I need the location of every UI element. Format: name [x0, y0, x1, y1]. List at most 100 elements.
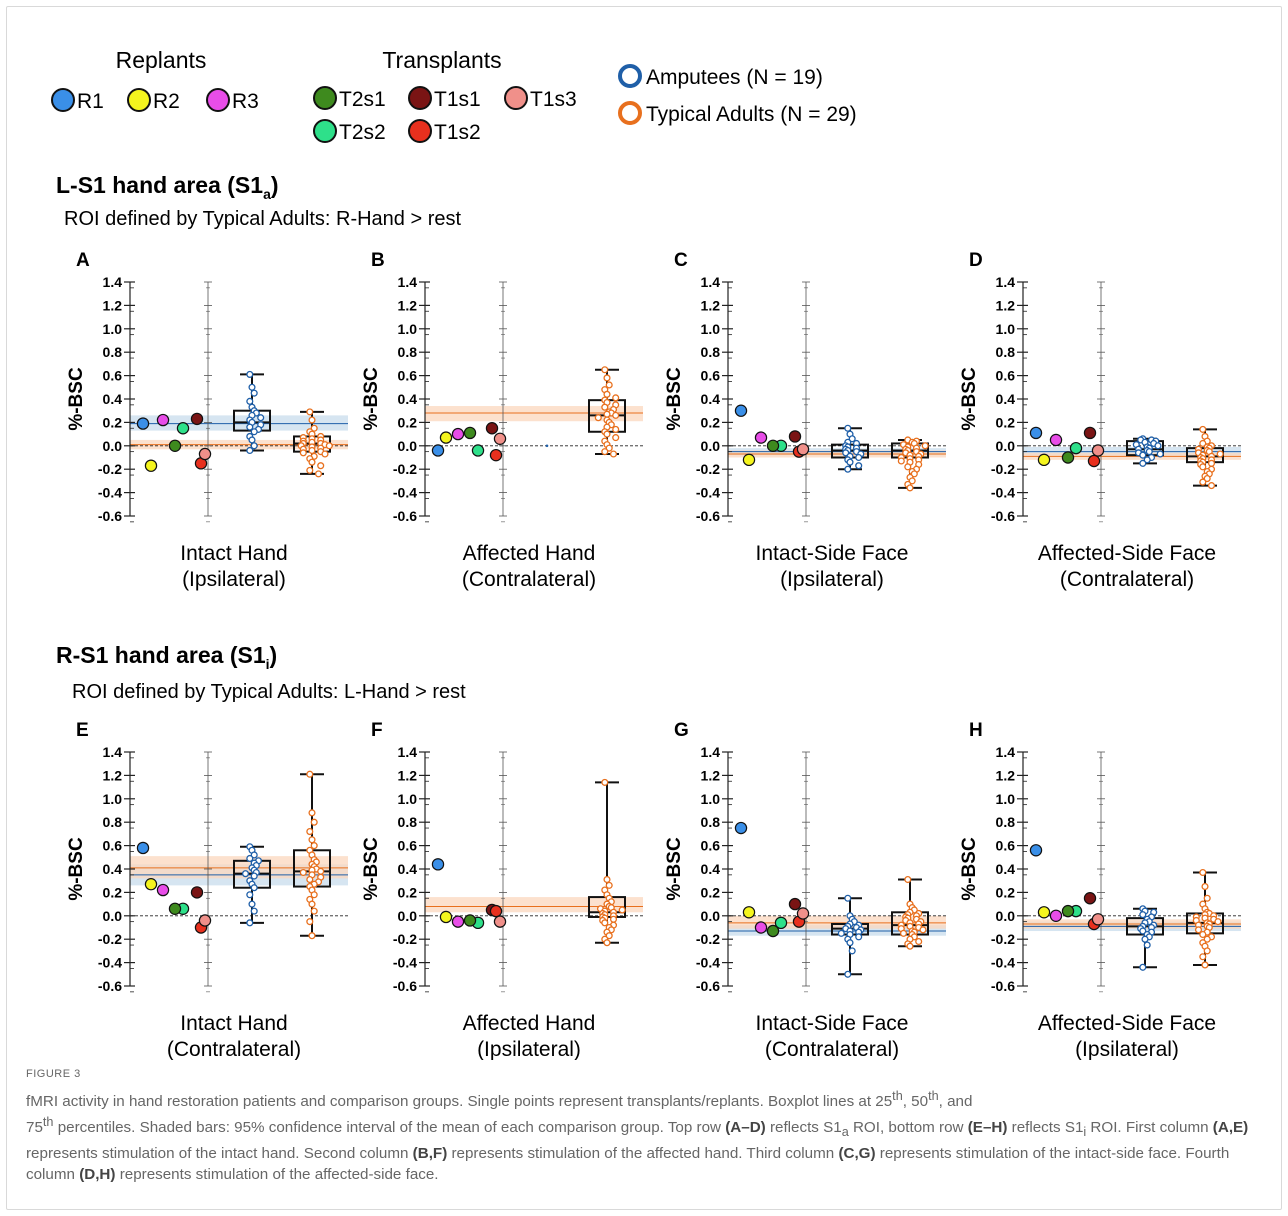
patient-point-t1s1 [788, 897, 802, 911]
panel-letter: E [76, 720, 89, 741]
y-tick-label: -0.6 [991, 508, 1015, 524]
legend-label-r3: R3 [232, 90, 259, 113]
amputee-point [246, 423, 254, 431]
panel-letter: F [371, 720, 383, 741]
y-tick-label: 0.0 [996, 438, 1016, 454]
patient-point-r3 [754, 921, 768, 934]
amputee-ci-band [728, 925, 946, 936]
y-tick-label: 0.2 [103, 884, 123, 900]
panel-a: A %-BSC 1.4 1.2 1.0 0.8 0.6 0.4 0.2 0.0 -0.2 -0.4 -0… [66, 250, 348, 591]
amputee-point [246, 891, 254, 899]
legend-label-r1: R1 [77, 90, 104, 113]
y-axis-label: %-BSC [66, 367, 87, 431]
panel-b: B %-BSC 1.4 1.2 1.0 0.8 0.6 0.4 0.2 0.0 -0.2 -0.4 -0… [361, 250, 643, 591]
amputee-point [846, 939, 854, 947]
row2-close: ) [270, 642, 278, 668]
typical-point [321, 450, 329, 458]
patient-point-r1 [734, 821, 748, 835]
typical-point [306, 408, 314, 416]
legend-marker-group-0 [618, 64, 642, 88]
amputee-point [855, 933, 863, 941]
y-tick-label: 0.8 [398, 344, 418, 360]
y-tick-label: -0.4 [98, 485, 122, 501]
y-tick-label: 0.4 [701, 861, 721, 877]
typical-point [904, 875, 912, 884]
y-tick-label: -0.4 [696, 955, 720, 971]
typical-point [310, 424, 318, 432]
y-tick-label: -0.2 [98, 931, 122, 947]
caption-text: fMRI activity in hand restoration patien… [26, 1089, 1249, 1184]
y-tick-label: -0.4 [991, 485, 1015, 501]
amputee-point [855, 462, 863, 470]
x-axis-label: Intact-Side Face [756, 1012, 909, 1035]
legend-replants-title: Replants [116, 47, 207, 73]
y-tick-label: 0.4 [701, 391, 721, 407]
legend-marker-t1s2 [408, 119, 432, 143]
patient-point-t1s3 [1091, 913, 1105, 926]
amputee-point [855, 453, 863, 462]
row1-title: L-S1 hand area (S1 [56, 172, 263, 198]
y-tick-label: 1.4 [398, 274, 418, 290]
y-tick-label: 0.6 [701, 838, 721, 854]
y-tick-label: 1.0 [398, 321, 418, 337]
typical-point [299, 868, 307, 877]
amputee-point [844, 894, 852, 902]
y-tick-label: -0.2 [991, 461, 1015, 477]
typical-point [325, 442, 333, 450]
amputee-point [837, 929, 845, 937]
patient-point-r3 [451, 427, 465, 441]
patient-point-t2s1 [766, 924, 780, 938]
y-tick-label: 1.2 [701, 297, 721, 313]
typical-point [317, 867, 325, 875]
typical-point [1216, 450, 1224, 458]
patient-point-t2s1 [463, 426, 477, 440]
patient-point-t2s2 [471, 444, 485, 457]
typical-point [605, 381, 613, 389]
y-tick-label: 0.8 [701, 344, 721, 360]
x-axis-label: (Ipsilateral) [780, 568, 884, 591]
patient-point-t2s2 [774, 916, 788, 930]
legend-marker-r2 [127, 88, 151, 112]
y-tick-label: 1.4 [701, 274, 721, 290]
figure-caption: FIGURE 3 fMRI activity in hand restorati… [26, 1068, 1266, 1185]
y-tick-label: 1.4 [996, 744, 1016, 760]
typical-point [310, 891, 318, 899]
typical-point [603, 410, 611, 418]
typical-point [308, 900, 316, 908]
x-axis-label: Affected-Side Face [1038, 1012, 1216, 1035]
y-tick-label: 0.0 [701, 908, 721, 924]
patient-point-t1s3 [493, 915, 507, 928]
typical-point [308, 932, 316, 940]
x-axis-label: Affected Hand [463, 1012, 596, 1035]
y-tick-label: 0.8 [103, 814, 123, 830]
y-tick-label: 1.2 [103, 767, 123, 783]
typical-point [308, 809, 316, 817]
y-tick-label: -0.4 [393, 955, 417, 971]
patient-point-t1s1 [1083, 426, 1097, 440]
typical-point [921, 442, 929, 450]
x-axis-label: Affected Hand [463, 542, 596, 565]
patient-point-t1s1 [190, 412, 204, 426]
y-tick-label: 0.4 [103, 391, 123, 407]
amputee-point [1139, 459, 1147, 467]
legend-label-t2s2: T2s2 [339, 121, 386, 144]
row-title-1: L-S1 hand area (S1a) ROI defined by Typi… [56, 172, 461, 230]
typical-point [605, 881, 613, 889]
y-tick-label: 0.0 [398, 908, 418, 924]
legend-marker-t2s1 [313, 86, 337, 110]
y-tick-label: -0.2 [696, 461, 720, 477]
typical-point [609, 450, 618, 458]
y-tick-label: 1.0 [398, 791, 418, 807]
legend-marker-group-1 [618, 101, 642, 125]
amputee-point [250, 428, 258, 436]
amputee-point [848, 947, 856, 955]
y-tick-label: 0.4 [103, 861, 123, 877]
x-axis-label: (Contralateral) [765, 1038, 899, 1060]
panel-e: E %-BSC 1.4 1.2 1.0 0.8 0.6 0.4 0.2 0.0 -0.2 -0.4 -0… [66, 720, 348, 1060]
row2-roi: ROI defined by Typical Adults: L-Hand > … [72, 681, 466, 703]
patient-point-t1s3 [1091, 444, 1105, 457]
y-tick-label: 0.8 [398, 814, 418, 830]
row2-sub: i [266, 656, 270, 672]
typical-point [1207, 459, 1216, 467]
typical-point [603, 939, 611, 947]
